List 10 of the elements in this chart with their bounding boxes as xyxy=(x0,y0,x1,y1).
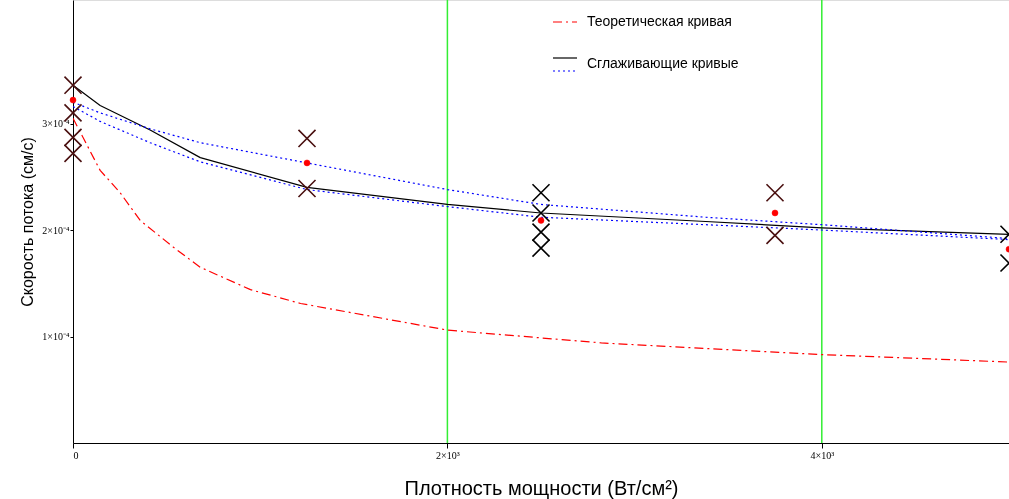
y-axis-title: Скорость потока (см/с) xyxy=(19,137,37,307)
legend-label: Сглаживающие кривые xyxy=(587,55,739,71)
legend-label: Теоретическая кривая xyxy=(587,13,732,29)
x-tick-label: 2×10³ xyxy=(436,449,460,461)
x-axis-title: Плотность мощности (Вт/см²) xyxy=(404,476,679,499)
y-tick-label: 3×10⁻⁴ xyxy=(42,118,70,130)
y-tick-label: 1×10⁻⁴ xyxy=(42,331,70,343)
y-tick-label: 2×10⁻⁴ xyxy=(42,224,70,236)
x-tick-label: 4×10³ xyxy=(810,449,835,461)
x-tick-label: 0 xyxy=(73,449,79,461)
